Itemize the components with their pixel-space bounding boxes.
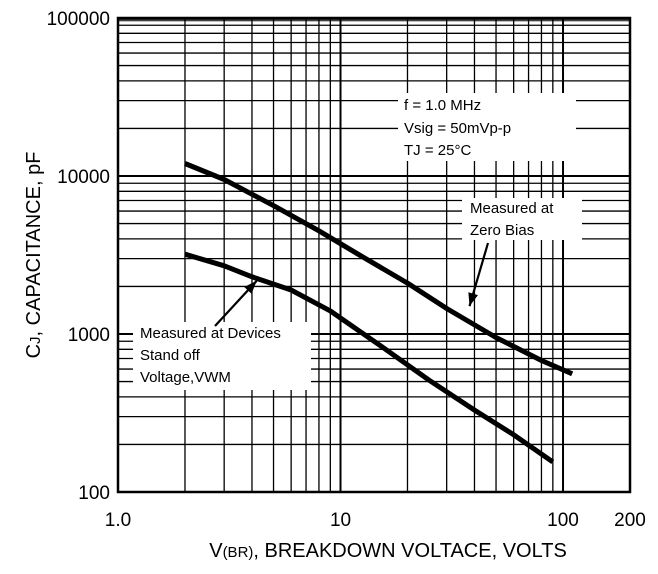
- annotation-arrows: [214, 242, 490, 327]
- x-tick-label: 100: [547, 510, 579, 531]
- conditions-line-1: f = 1.0 MHz: [404, 97, 481, 114]
- series-2-line: [184, 251, 555, 464]
- series-1-line: [184, 161, 574, 377]
- standoff-annotation: Measured at Devices Stand off Voltage,VW…: [133, 322, 311, 390]
- series-layer: [184, 161, 574, 464]
- standoff-arrow-head: [244, 280, 257, 294]
- y-tick-label: 1000: [68, 325, 110, 346]
- zero-bias-annotation: Measured at Zero Bias: [462, 198, 582, 240]
- y-tick-label: 10000: [57, 167, 110, 188]
- plot-frame: [116, 16, 632, 494]
- x-tick-label: 200: [614, 510, 646, 531]
- standoff-line-2: Stand off: [140, 347, 201, 364]
- tick-labels: 1.0 10 100 200 100 1000 10000 100000: [47, 9, 646, 531]
- conditions-box-bg: [398, 93, 576, 161]
- x-tick-label: 10: [330, 510, 351, 531]
- zero-bias-line-1: Measured at: [470, 200, 554, 217]
- conditions-line-3: TJ = 25°C: [404, 142, 471, 159]
- y-axis-label: CJ, CAPACITANCE, pF: [23, 152, 45, 359]
- x-tick-label: 1.0: [105, 510, 131, 531]
- zero-bias-line-2: Zero Bias: [470, 222, 534, 239]
- zero-bias-box-bg: [462, 198, 582, 240]
- conditions-annotation: f = 1.0 MHz Vsig = 50mVp-p TJ = 25°C: [398, 93, 576, 161]
- standoff-box-bg: [133, 322, 311, 390]
- conditions-line-2: Vsig = 50mVp-p: [404, 120, 511, 137]
- x-axis-label: V(BR), BREAKDOWN VOLTACE, VOLTS: [209, 540, 567, 562]
- standoff-line-1: Measured at Devices: [140, 325, 281, 342]
- y-tick-label: 100: [78, 483, 110, 504]
- standoff-line-3: Voltage,VWM: [140, 369, 231, 386]
- y-tick-label: 100000: [47, 9, 110, 30]
- zero-bias-arrow-head: [468, 292, 478, 307]
